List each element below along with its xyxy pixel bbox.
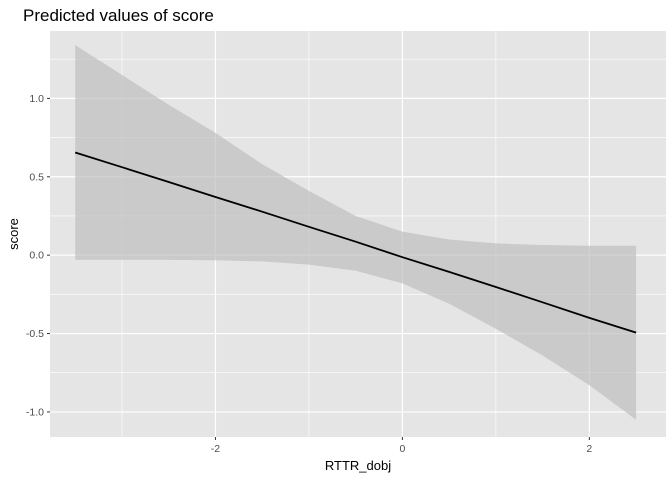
x-axis-title: RTTR_dobj	[325, 458, 391, 473]
prediction-line	[74, 151, 637, 334]
x-tick-label: 0	[399, 443, 405, 455]
x-tick-label: 2	[586, 443, 592, 455]
confidence-ribbon	[75, 45, 637, 420]
y-tick-label: 0.5	[29, 171, 44, 183]
x-axis: -2 0 2	[211, 437, 592, 455]
y-axis: -1.0 -0.5 0.0 0.5 1.0	[26, 93, 50, 418]
y-tick-label: -0.5	[26, 328, 44, 340]
y-tick-label: 1.0	[29, 93, 44, 105]
x-tick-label: -2	[211, 443, 220, 455]
chart-title: Predicted values of score	[23, 6, 214, 25]
y-tick-label: -1.0	[26, 406, 44, 418]
y-tick-label: 0.0	[29, 250, 44, 262]
y-axis-title: score	[6, 218, 21, 250]
